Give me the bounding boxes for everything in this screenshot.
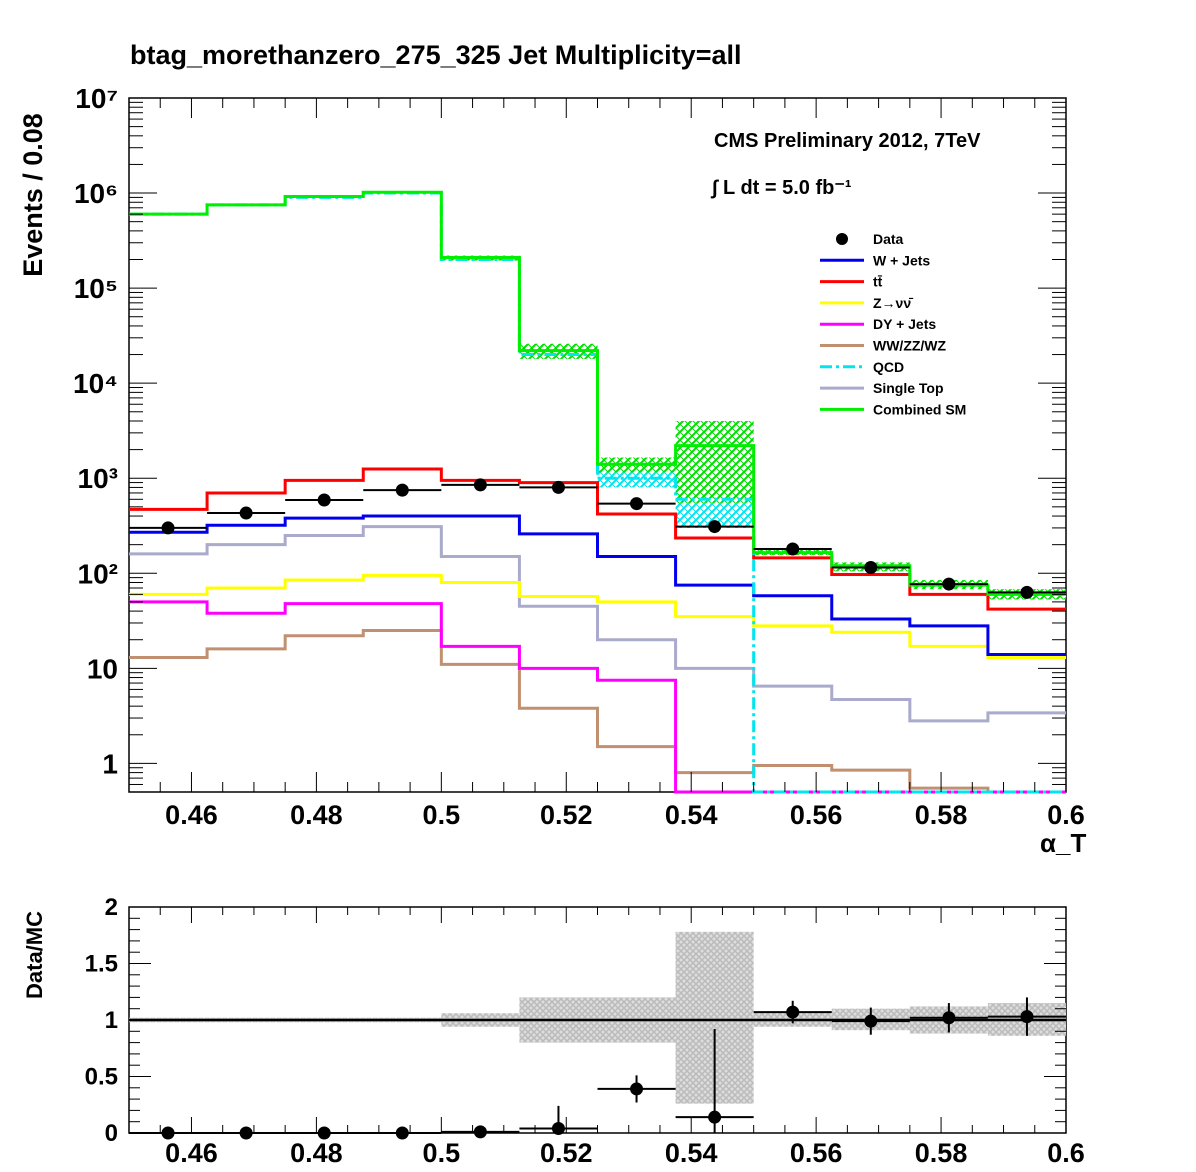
ratio-x-axis: 0.46 0.48 0.5 0.52 0.54 0.56 0.58 0.6	[128, 907, 1085, 1168]
ratio-x-tick-label: 0.5	[423, 1138, 461, 1168]
series-z-	[129, 573, 1066, 659]
ratio-point	[161, 1126, 175, 1140]
legend-entry: W + Jets	[820, 252, 930, 268]
legend-entry: Z→νν̄	[820, 295, 914, 311]
series-w-jets	[129, 514, 1066, 656]
ratio-y-tick-label: 2	[105, 894, 118, 921]
ratio-y-axis-label: Data/MC	[22, 911, 47, 999]
legend-entry: Single Top	[820, 380, 944, 396]
data-point	[1020, 585, 1034, 599]
ratio-point	[786, 1005, 800, 1019]
ratio-y-tick-label: 0.5	[85, 1064, 118, 1091]
y-tick-label: 10⁶	[74, 178, 118, 209]
y-tick-label: 10³	[78, 463, 118, 494]
data-point	[161, 521, 175, 535]
ratio-point	[630, 1082, 644, 1096]
chart-title: btag_morethanzero_275_325 Jet Multiplici…	[130, 40, 741, 70]
y-tick-label: 10⁵	[74, 273, 118, 304]
legend-label: QCD	[873, 359, 904, 375]
legend-entry: Data	[836, 231, 904, 247]
ratio-x-tick-label: 0.48	[290, 1138, 343, 1168]
data-point	[551, 480, 565, 494]
ratio-x-tick-label: 0.58	[915, 1138, 968, 1168]
ratio-x-tick-label: 0.54	[665, 1138, 718, 1168]
legend-label: tt̄	[873, 273, 883, 289]
ratio-point	[239, 1126, 253, 1140]
ratio-plot-area	[129, 931, 1066, 1140]
data-point	[317, 493, 331, 507]
x-tick-label: 0.46	[165, 800, 218, 830]
uncertainty-band	[675, 420, 754, 503]
data-point	[473, 478, 487, 492]
legend-entry: tt̄	[820, 273, 883, 290]
series-combined-sm	[129, 190, 1066, 596]
legend-entry: Combined SM	[820, 401, 966, 417]
ratio-point	[473, 1125, 487, 1139]
ratio-x-tick-label: 0.6	[1047, 1138, 1085, 1168]
y-tick-label: 10	[87, 653, 118, 684]
data-point	[395, 483, 409, 497]
main-y-axis: 1 10 10² 10³ 10⁴ 10⁵ 10⁶ 10⁷	[73, 83, 1066, 785]
ratio-x-tick-label: 0.46	[165, 1138, 218, 1168]
x-tick-label: 0.6	[1047, 800, 1085, 830]
x-tick-label: 0.48	[290, 800, 343, 830]
x-axis-label: α_T	[1040, 828, 1086, 858]
data-point	[239, 506, 253, 520]
legend-entry: QCD	[820, 359, 904, 375]
ratio-y-tick-label: 1.5	[85, 951, 118, 978]
legend-label: WW/ZZ/WZ	[873, 338, 947, 354]
main-x-axis: 0.46 0.48 0.5 0.52 0.54 0.56 0.58 0.6	[128, 98, 1085, 830]
ratio-y-axis: 0 0.5 1 1.5 2	[85, 894, 1066, 1147]
x-tick-label: 0.58	[915, 800, 968, 830]
legend-entry: DY + Jets	[820, 316, 936, 332]
data-point	[708, 520, 722, 534]
legend-label: Z→νν̄	[873, 295, 914, 311]
ratio-point	[1020, 1010, 1034, 1024]
ratio-point	[942, 1011, 956, 1025]
legend-label: Data	[873, 231, 904, 247]
cms-label: CMS Preliminary 2012, 7TeV	[714, 130, 981, 152]
ratio-x-tick-label: 0.56	[790, 1138, 843, 1168]
legend-label: W + Jets	[873, 252, 930, 268]
ratio-x-tick-label: 0.52	[540, 1138, 593, 1168]
x-tick-label: 0.54	[665, 800, 718, 830]
ratio-point	[551, 1121, 565, 1135]
ratio-y-tick-label: 0	[105, 1120, 118, 1147]
uncertainty-band	[597, 472, 676, 488]
x-tick-label: 0.56	[790, 800, 843, 830]
x-tick-label: 0.5	[423, 800, 461, 830]
main-plot-area	[129, 190, 1066, 794]
ratio-point	[864, 1014, 878, 1028]
data-point	[786, 542, 800, 556]
y-axis-label: Events / 0.08	[18, 113, 48, 277]
x-tick-label: 0.52	[540, 800, 593, 830]
y-tick-label: 10⁴	[73, 368, 118, 399]
y-tick-label: 10²	[78, 558, 118, 589]
data-point	[942, 577, 956, 591]
lumi-label: ∫ L dt = 5.0 fb⁻¹	[710, 177, 852, 199]
legend-entry: WW/ZZ/WZ	[820, 338, 947, 354]
series-ww-zz-wz	[129, 629, 1066, 794]
data-point	[864, 561, 878, 575]
data-point	[630, 497, 644, 511]
ratio-point	[317, 1126, 331, 1140]
ratio-point	[395, 1126, 409, 1140]
legend-label: Combined SM	[873, 401, 966, 417]
y-tick-label: 10⁷	[75, 83, 118, 114]
ratio-point	[708, 1110, 722, 1124]
ratio-y-tick-label: 1	[105, 1007, 118, 1034]
series-single-top	[129, 525, 1066, 723]
legend-label: Single Top	[873, 380, 944, 396]
y-tick-label: 1	[102, 748, 118, 779]
legend-marker	[836, 233, 848, 245]
legend-label: DY + Jets	[873, 316, 936, 332]
legend: Data W + Jets tt̄ Z→νν̄ DY + Jets WW/ZZ/WZ QCD…	[820, 231, 966, 417]
